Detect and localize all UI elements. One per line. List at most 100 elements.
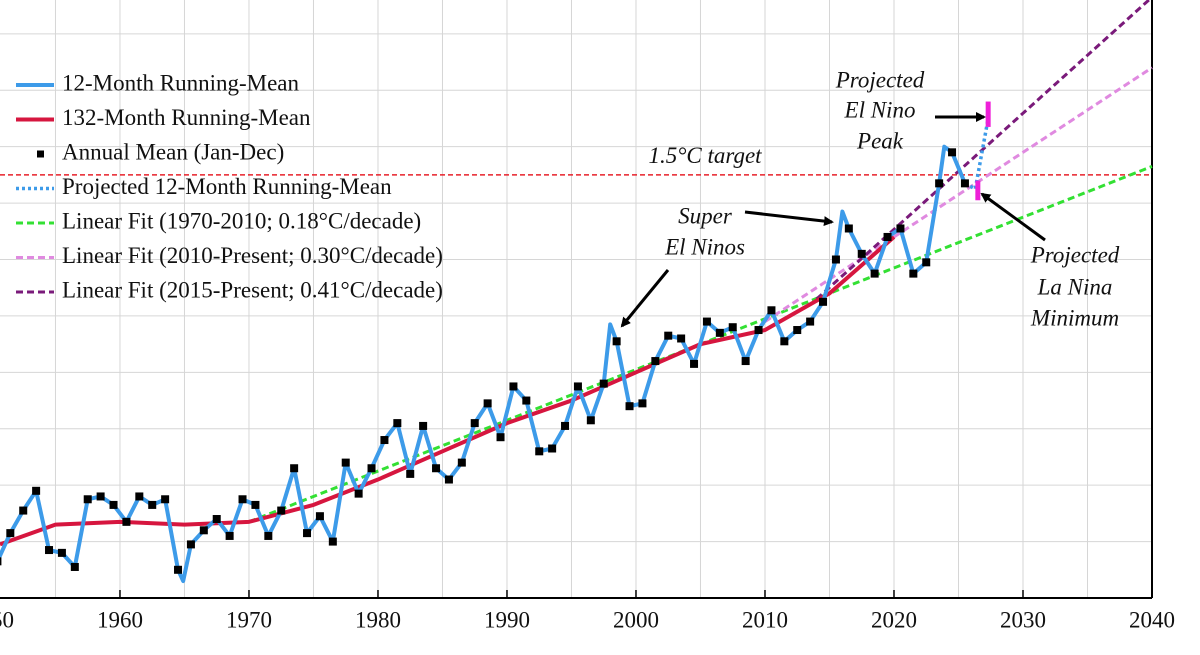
annual-mean-marker bbox=[83, 495, 92, 504]
annual-mean-marker bbox=[393, 419, 402, 428]
annual-mean-marker bbox=[238, 495, 247, 504]
annual-mean-marker bbox=[677, 334, 686, 343]
annotation: Minimum bbox=[1030, 305, 1119, 330]
legend-label: Annual Mean (Jan-Dec) bbox=[62, 139, 284, 164]
annual-mean-marker bbox=[586, 416, 595, 425]
annual-mean-marker bbox=[225, 531, 234, 540]
annual-mean-marker bbox=[19, 506, 28, 515]
annual-mean-marker bbox=[612, 337, 621, 346]
plot-area: 1.5°C target bbox=[0, 0, 1153, 584]
legend-label: 12-Month Running-Mean bbox=[62, 70, 300, 95]
annual-mean-marker bbox=[561, 421, 570, 430]
annual-mean-marker bbox=[702, 317, 711, 326]
annual-mean-marker bbox=[806, 317, 815, 326]
x-tick-label: 1970 bbox=[226, 607, 272, 632]
annual-mean-marker bbox=[844, 224, 853, 233]
annual-mean-marker bbox=[264, 531, 273, 540]
annual-mean-marker bbox=[573, 382, 582, 391]
annual-mean-marker bbox=[328, 537, 337, 546]
annual-mean-marker bbox=[419, 421, 428, 430]
x-tick-label: 2030 bbox=[1000, 607, 1046, 632]
annotation: La Nina bbox=[1037, 274, 1113, 299]
arrow bbox=[744, 210, 834, 227]
grid: 1950 1960 1970 1980 1990 2000 2010 2020 2030 2040 bbox=[0, 0, 1175, 632]
annual-mean-marker bbox=[715, 328, 724, 337]
annual-mean-marker bbox=[625, 402, 634, 411]
annual-mean-marker bbox=[780, 337, 789, 346]
annotation: El Nino bbox=[844, 97, 916, 122]
annual-mean-marker bbox=[45, 546, 54, 555]
annual-mean-marker bbox=[883, 232, 892, 241]
legend-label: 132-Month Running-Mean bbox=[62, 105, 311, 130]
annual-mean-marker bbox=[174, 565, 183, 574]
arrow bbox=[620, 269, 670, 328]
legend-label: Projected 12-Month Running-Mean bbox=[62, 174, 392, 199]
legend-label: Linear Fit (1970-2010; 0.18°C/decade) bbox=[62, 208, 421, 233]
x-tick-label: 2020 bbox=[871, 607, 917, 632]
annual-mean-marker bbox=[638, 399, 647, 408]
annual-mean-marker bbox=[212, 515, 221, 524]
annual-mean-marker bbox=[161, 495, 170, 504]
annual-mean-marker bbox=[935, 179, 944, 188]
annual-mean-marker bbox=[522, 396, 531, 405]
annotations: Super El Ninos Projected El Nino Peak Pr… bbox=[620, 67, 1120, 330]
annual-mean-marker bbox=[651, 357, 660, 366]
annual-mean-marker bbox=[754, 326, 763, 335]
annotation: Peak bbox=[856, 128, 904, 153]
x-tick-label: 2010 bbox=[742, 607, 788, 632]
annual-mean-marker bbox=[922, 258, 931, 267]
annual-mean-marker bbox=[509, 382, 518, 391]
target-label: 1.5°C target bbox=[648, 143, 762, 168]
series-line bbox=[0, 235, 896, 547]
series-line bbox=[964, 118, 990, 191]
annual-mean-marker bbox=[32, 486, 41, 495]
annotation: El Ninos bbox=[664, 234, 745, 259]
arrow bbox=[980, 192, 1046, 242]
x-tick-label: 1950 bbox=[0, 607, 14, 632]
annual-mean-marker bbox=[960, 179, 969, 188]
annual-mean-marker bbox=[57, 548, 66, 557]
annotation: Super bbox=[678, 203, 733, 228]
annual-mean-marker bbox=[96, 492, 105, 501]
legend-swatch bbox=[37, 150, 44, 158]
annual-mean-marker bbox=[870, 269, 879, 278]
annual-mean-marker bbox=[831, 255, 840, 264]
annual-mean-marker bbox=[354, 489, 363, 498]
legend: 12-Month Running-Mean 132-Month Running-M… bbox=[16, 70, 443, 302]
annual-mean-marker bbox=[793, 326, 802, 335]
annual-mean-marker bbox=[0, 557, 2, 566]
annual-mean-marker bbox=[341, 458, 350, 467]
annual-mean-marker bbox=[896, 224, 905, 233]
annual-mean-marker bbox=[767, 306, 776, 315]
x-tick-label: 1980 bbox=[355, 607, 401, 632]
annual-mean-marker bbox=[199, 526, 208, 535]
annual-mean-marker bbox=[109, 500, 118, 509]
annual-mean-marker bbox=[277, 506, 286, 515]
annual-mean-marker bbox=[70, 562, 79, 571]
annual-mean-marker bbox=[367, 464, 376, 473]
annual-mean-marker bbox=[728, 323, 737, 332]
annotation: Projected bbox=[1030, 242, 1120, 267]
annual-mean-marker bbox=[599, 379, 608, 388]
annual-mean-marker bbox=[444, 475, 453, 484]
annual-mean-marker bbox=[251, 500, 260, 509]
x-tick-label: 1990 bbox=[484, 607, 530, 632]
x-tick-label: 2040 bbox=[1129, 607, 1175, 632]
annual-mean-marker bbox=[548, 444, 557, 453]
annotation: Projected bbox=[835, 67, 925, 92]
legend-label: Linear Fit (2010-Present; 0.30°C/decade) bbox=[62, 243, 443, 268]
annual-mean-marker bbox=[122, 517, 131, 526]
annual-mean-marker bbox=[909, 269, 918, 278]
annual-mean-marker bbox=[819, 297, 828, 306]
annual-mean-marker bbox=[496, 433, 505, 442]
annual-mean-marker bbox=[948, 148, 957, 157]
annual-mean-marker bbox=[741, 357, 750, 366]
annual-mean-marker bbox=[303, 529, 312, 538]
x-tick-label: 2000 bbox=[613, 607, 659, 632]
annual-mean-marker bbox=[857, 249, 866, 258]
x-tick-label: 1960 bbox=[97, 607, 143, 632]
legend-label: Linear Fit (2015-Present; 0.41°C/decade) bbox=[62, 277, 443, 302]
annual-mean-marker bbox=[315, 512, 324, 521]
annual-mean-marker bbox=[380, 436, 389, 445]
